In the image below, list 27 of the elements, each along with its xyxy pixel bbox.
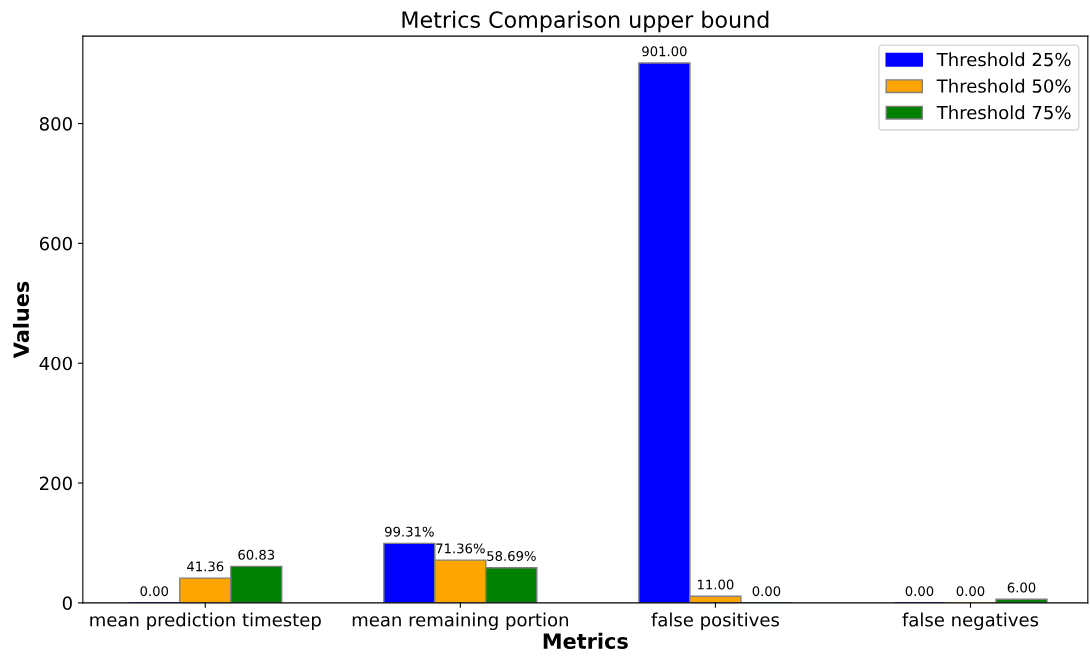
data-label: 6.00 [1007,582,1036,593]
y-tick-label: 200 [39,476,72,491]
y-tick-label: 600 [39,236,72,251]
y-tick-label: 0 [62,596,72,610]
legend-label: Threshold 25% [936,52,1071,67]
data-label: 99.31% [385,526,434,537]
x-tick-label: false negatives [902,612,1039,631]
data-label: 71.36% [436,543,485,554]
y-axis-title: Values [12,281,30,359]
data-label: 60.83 [238,549,275,560]
chart-title: Metrics Comparison upper bound [402,10,769,33]
data-label: 0.00 [905,586,934,597]
x-tick-label: mean prediction timestep [90,612,321,631]
y-tick-label: 400 [39,356,72,371]
x-tick-label: mean remaining portion [352,612,568,631]
x-axis-title: Metrics [543,632,628,649]
data-label: 58.69% [487,551,536,561]
data-label: 0.00 [140,586,169,597]
legend-label: Threshold 75% [936,105,1071,120]
data-label: 0.00 [956,586,985,597]
data-label: 0.00 [752,586,781,597]
y-tick-label: 800 [39,117,72,131]
data-label: 11.00 [697,579,734,590]
data-label: 41.36 [187,561,224,572]
x-tick-label: false positives [651,612,779,631]
data-label: 901.00 [642,46,687,57]
legend-label: Threshold 50% [936,78,1071,93]
